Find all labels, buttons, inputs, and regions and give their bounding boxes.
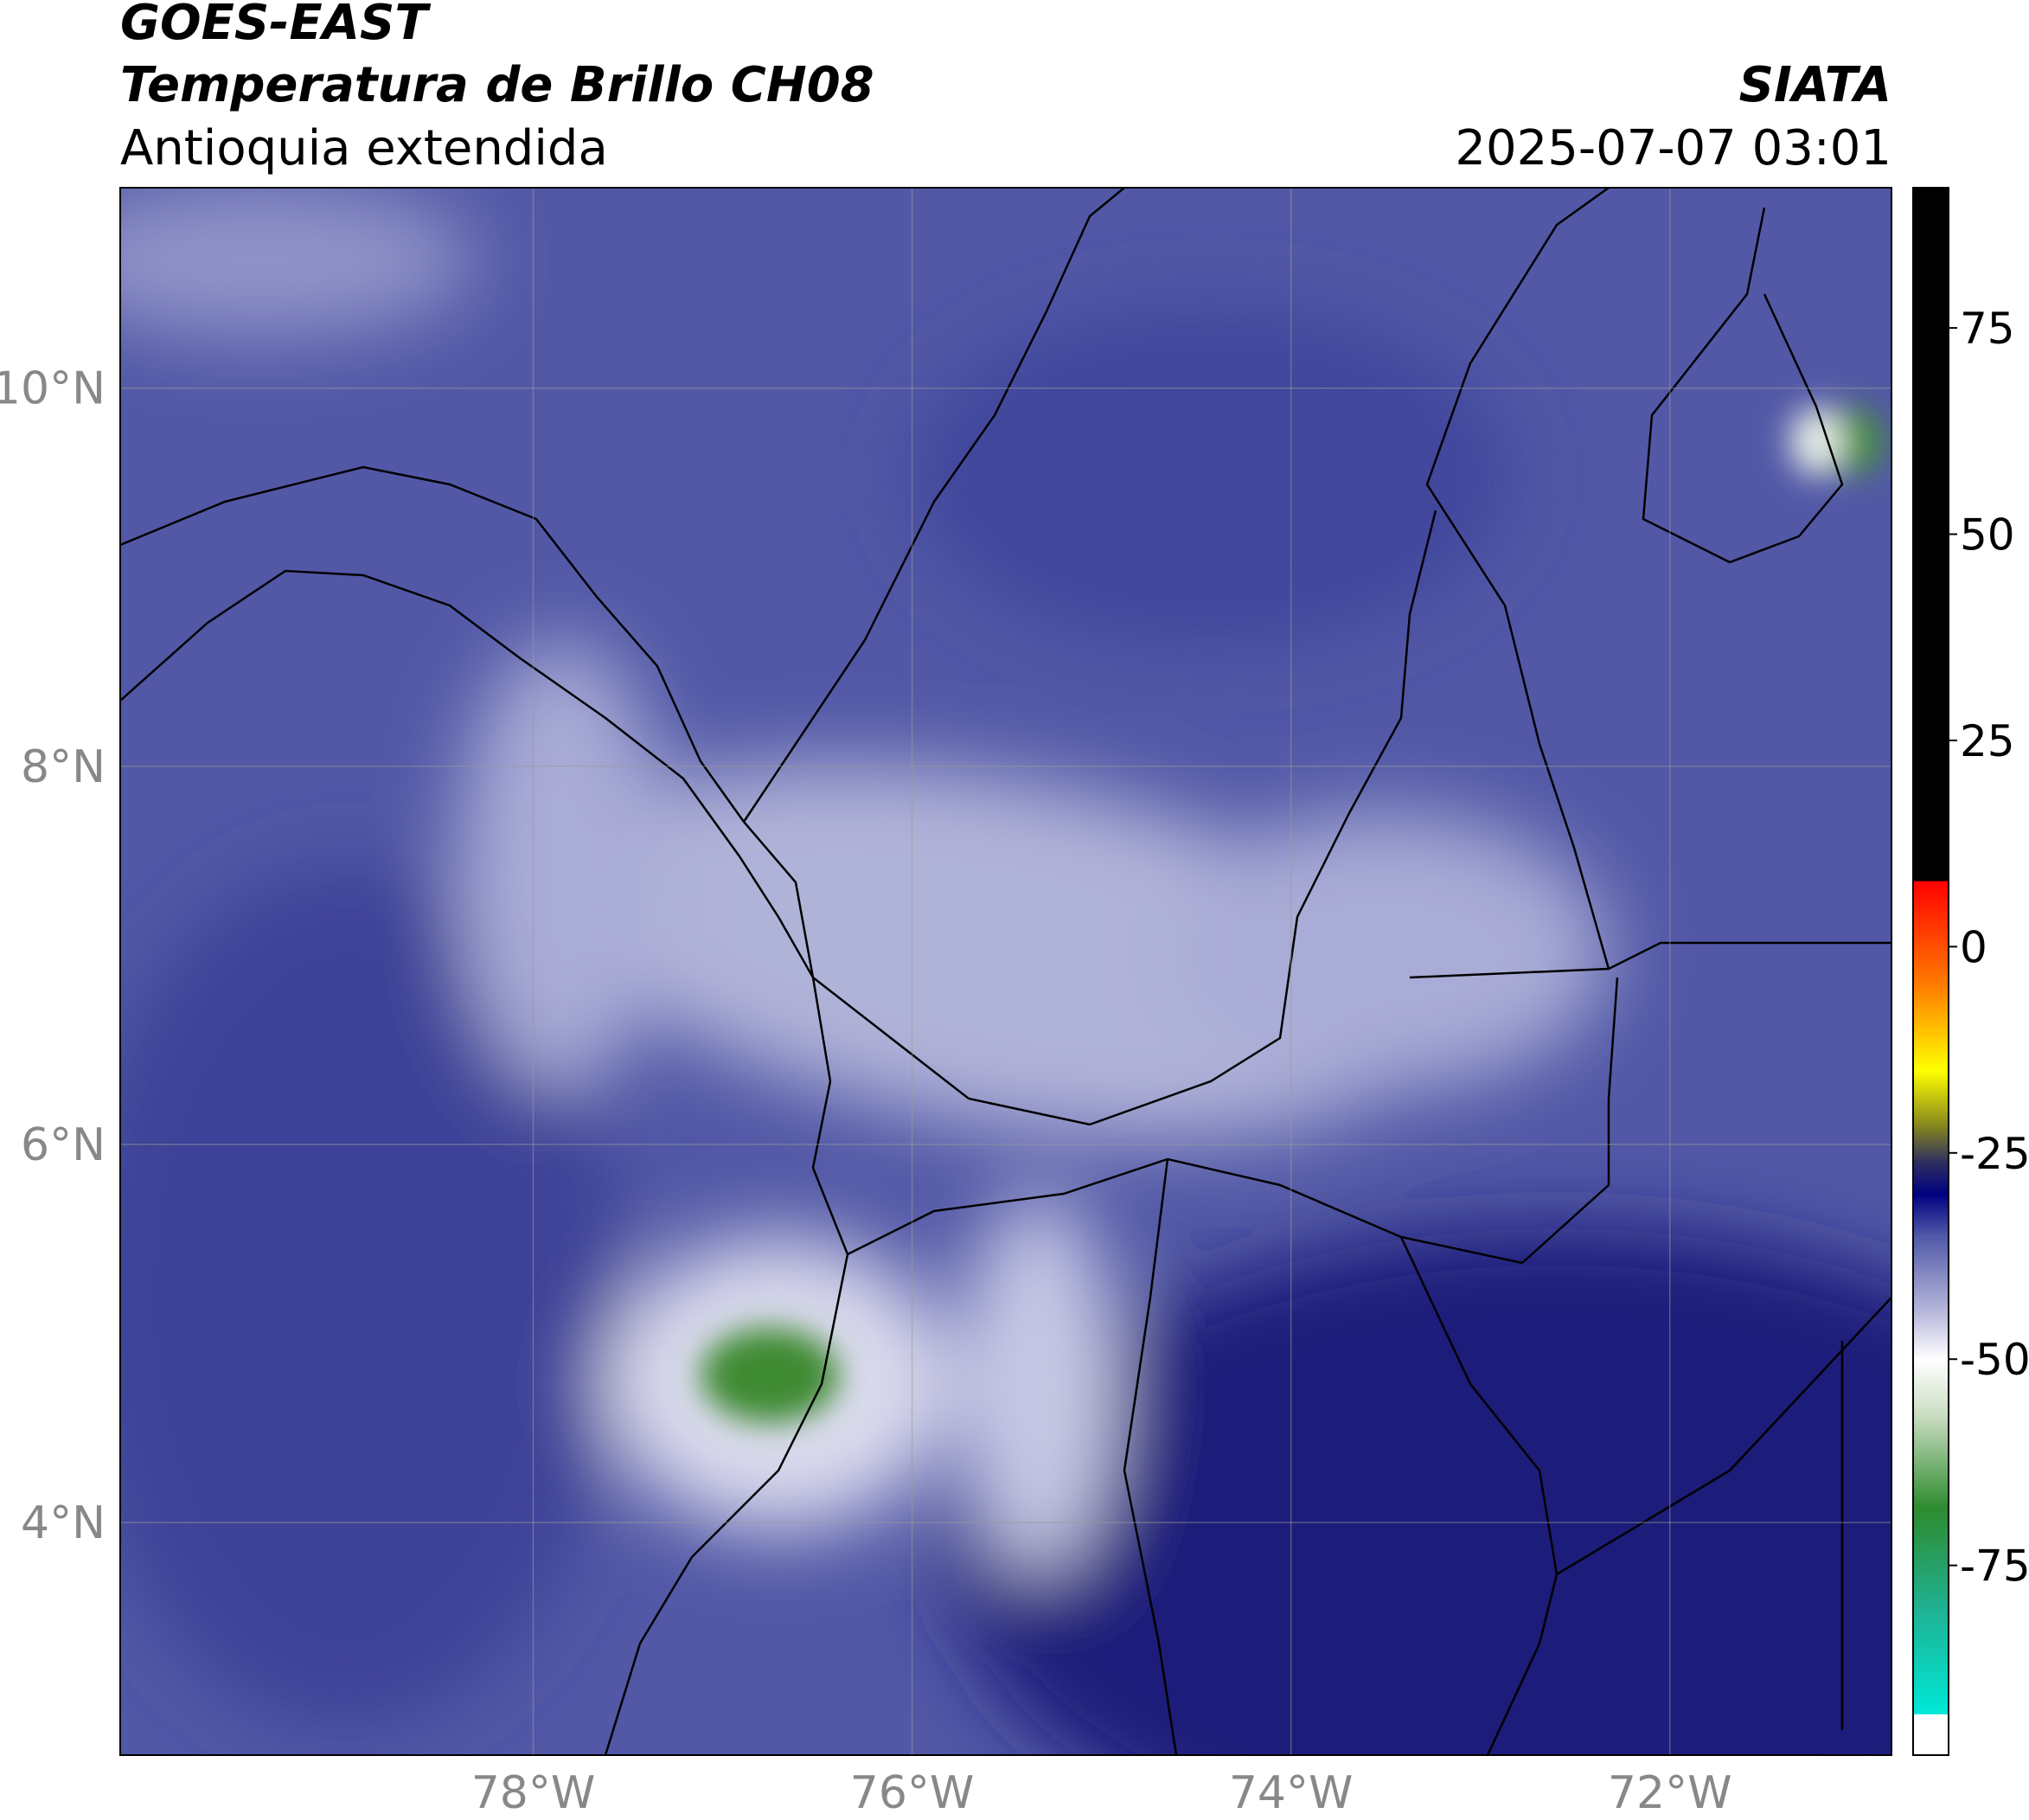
colorbar-band bbox=[1913, 1507, 1949, 1607]
colorbar-tick-label: -50 bbox=[1960, 1335, 2029, 1385]
colorbar-band bbox=[1913, 188, 1949, 881]
colorbar-tick-label: 0 bbox=[1960, 922, 1987, 972]
colorbar-band bbox=[1913, 1070, 1949, 1129]
colorbar-band bbox=[1913, 1161, 1949, 1195]
colorbar-band bbox=[1913, 1416, 1949, 1509]
y-tick-label: 8°N bbox=[21, 741, 106, 793]
agency: SIATA bbox=[1739, 57, 1891, 113]
map-frame bbox=[119, 187, 1892, 1756]
colorbar-band bbox=[1913, 881, 1949, 989]
colorbar-band bbox=[1913, 1606, 1949, 1714]
colorbar-band bbox=[1913, 1317, 1949, 1360]
colorbar-tick-label: 50 bbox=[1960, 510, 2015, 561]
colorbar-tick-label: 75 bbox=[1960, 304, 2015, 354]
x-tick-label: 76°W bbox=[850, 1767, 975, 1817]
colorbar-band bbox=[1913, 1128, 1949, 1162]
timestamp: 2025-07-07 03:01 bbox=[1455, 120, 1891, 176]
x-tick-label: 72°W bbox=[1608, 1767, 1732, 1817]
colorbar-band bbox=[1913, 1194, 1949, 1236]
satellite-image bbox=[120, 188, 1891, 1755]
x-tick-label: 78°W bbox=[471, 1767, 596, 1817]
x-tick-label: 74°W bbox=[1229, 1767, 1354, 1817]
colorbar-band bbox=[1913, 1359, 1949, 1418]
y-tick-label: 6°N bbox=[21, 1119, 106, 1171]
colorbar-tick-label: -75 bbox=[1960, 1541, 2029, 1592]
colorbar-tick-label: 25 bbox=[1960, 716, 2015, 766]
colorbar-band bbox=[1913, 988, 1949, 1071]
y-tick-label: 4°N bbox=[21, 1497, 106, 1549]
title: Temperatura de Brillo CH08 bbox=[120, 57, 874, 113]
colorbar-tick-label: -25 bbox=[1960, 1129, 2029, 1179]
title: GOES-EAST bbox=[120, 0, 431, 51]
colorbar-band bbox=[1913, 1714, 1949, 1756]
y-tick-label: 10°N bbox=[0, 363, 106, 415]
graticule bbox=[120, 188, 1891, 1755]
subtitle: Antioquia extendida bbox=[120, 120, 608, 176]
colorbar bbox=[1913, 188, 1957, 1756]
colorbar-band bbox=[1913, 1235, 1949, 1319]
colorbar-frame bbox=[1912, 187, 1949, 1756]
